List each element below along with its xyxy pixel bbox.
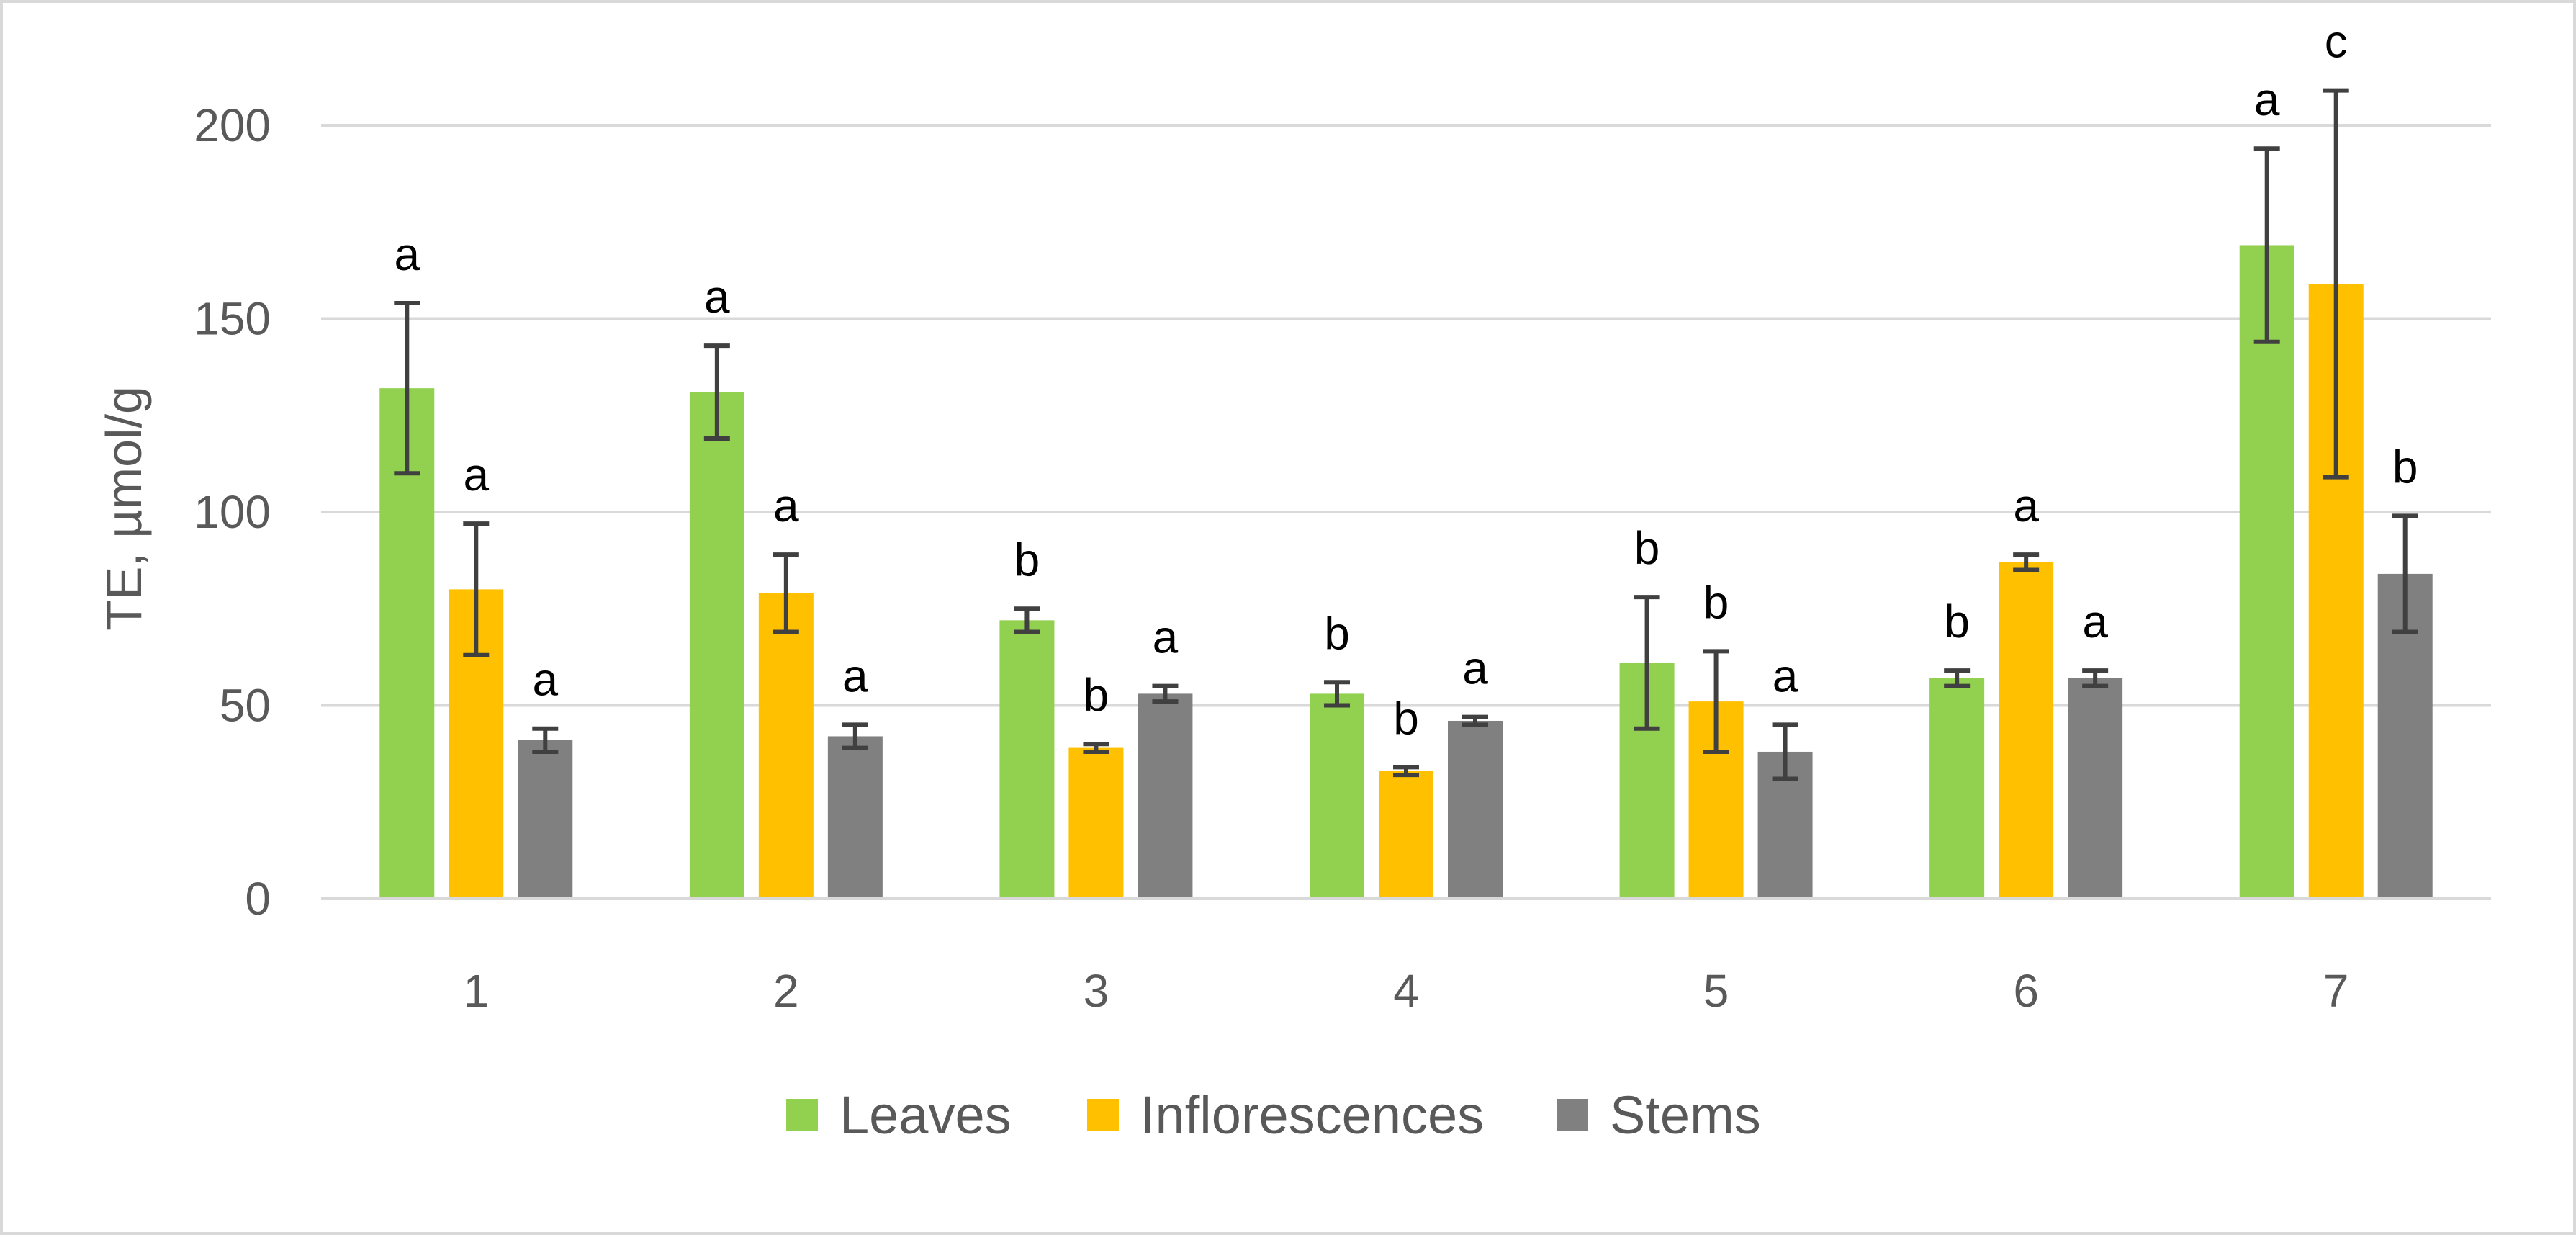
significance-letter: b xyxy=(1703,576,1729,628)
error-bar xyxy=(2013,552,2040,572)
legend-label: Stems xyxy=(1610,1085,1761,1145)
legend-label: Leaves xyxy=(839,1085,1012,1145)
y-tick-label: 200 xyxy=(194,99,271,151)
bars xyxy=(379,245,2433,899)
legend-swatch xyxy=(1087,1099,1119,1131)
x-tick-label: 3 xyxy=(1084,965,1109,1017)
error-bar xyxy=(2082,668,2109,688)
error-bar xyxy=(532,726,559,754)
error-bar xyxy=(1634,595,1660,731)
x-tick-label: 4 xyxy=(1393,965,1419,1017)
y-tick-label: 100 xyxy=(194,486,271,538)
significance-letter: b xyxy=(2392,441,2418,493)
significance-letter: a xyxy=(2013,480,2039,531)
bar-leaves xyxy=(2239,245,2294,899)
significance-letter: a xyxy=(842,650,868,701)
bar-leaves xyxy=(689,392,744,899)
significance-letter: a xyxy=(463,449,489,500)
y-axis-ticks: 0 50 100 150 200 xyxy=(194,99,271,925)
significance-letter: a xyxy=(1153,611,1179,663)
bar-leaves xyxy=(1310,693,1364,899)
y-tick-label: 0 xyxy=(245,873,271,925)
legend-item-leaves: Leaves xyxy=(786,1085,1012,1145)
legend: Leaves Inflorescences Stems xyxy=(786,1085,1761,1145)
significance-letter: b xyxy=(1944,596,1970,647)
error-bar xyxy=(2253,146,2280,344)
significance-letter: a xyxy=(532,654,558,706)
bar-inflorescences xyxy=(1379,771,1433,899)
error-bar xyxy=(463,521,490,657)
legend-item-inflorescences: Inflorescences xyxy=(1087,1085,1484,1145)
significance-letter: c xyxy=(2325,16,2348,68)
bar-stems xyxy=(1448,720,1503,899)
bar-inflorescences xyxy=(758,593,814,899)
bar-inflorescences xyxy=(1999,562,2054,899)
y-tick-label: 150 xyxy=(194,293,271,345)
significance-letter: a xyxy=(394,228,420,280)
bar-stems xyxy=(1138,693,1193,899)
x-tick-label: 1 xyxy=(463,965,489,1017)
significance-letter: b xyxy=(1084,669,1109,721)
significance-letter: b xyxy=(1014,534,1040,585)
significance-letter: a xyxy=(2082,596,2108,647)
error-bar xyxy=(1083,742,1109,754)
x-tick-label: 2 xyxy=(773,965,799,1017)
error-bar xyxy=(1152,683,1179,704)
x-tick-label: 6 xyxy=(2013,965,2039,1017)
error-bar xyxy=(394,301,420,476)
error-bar xyxy=(1703,649,1729,754)
y-tick-label: 50 xyxy=(220,680,271,732)
error-bar xyxy=(1772,722,1798,781)
bar-leaves xyxy=(1929,678,1985,899)
significance-letter: b xyxy=(1324,607,1350,659)
significance-letter: a xyxy=(2254,73,2280,125)
significance-letter: b xyxy=(1634,522,1660,574)
significance-letter: a xyxy=(1462,642,1488,694)
bar-stems xyxy=(827,736,883,899)
x-tick-label: 5 xyxy=(1703,965,1729,1017)
error-bar xyxy=(2323,88,2349,480)
gridlines xyxy=(321,124,2491,707)
bar-stems xyxy=(518,740,573,899)
error-bar xyxy=(703,343,730,441)
error-bar xyxy=(1014,606,1040,634)
significance-letter: a xyxy=(704,271,730,323)
error-bar xyxy=(1462,714,1488,727)
error-bar xyxy=(773,552,799,634)
significance-letter: a xyxy=(773,480,799,531)
y-axis-label: TE, µmol/g xyxy=(96,386,152,631)
error-bar xyxy=(1324,680,1350,708)
bar-stems xyxy=(2068,678,2123,899)
x-tick-label: 7 xyxy=(2323,965,2349,1017)
error-bar xyxy=(2392,513,2418,634)
significance-letter: a xyxy=(1773,650,1798,701)
legend-label: Inflorescences xyxy=(1140,1085,1484,1145)
significance-letter: b xyxy=(1393,692,1419,744)
legend-item-stems: Stems xyxy=(1557,1085,1761,1145)
bar-inflorescences xyxy=(1068,747,1124,899)
bar-leaves xyxy=(999,620,1055,899)
x-axis-ticks: 1 2 3 4 5 6 7 xyxy=(463,965,2348,1017)
error-bars xyxy=(394,88,2418,781)
error-bar xyxy=(1393,765,1419,778)
legend-swatch xyxy=(1557,1099,1588,1131)
error-bar xyxy=(842,722,868,750)
error-bar xyxy=(1944,668,1971,688)
legend-swatch xyxy=(786,1099,818,1131)
